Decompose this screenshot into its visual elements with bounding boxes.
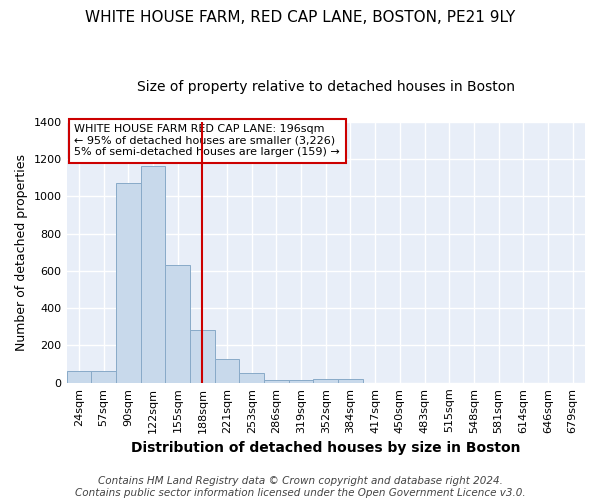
- Bar: [338, 379, 363, 383]
- Text: Contains HM Land Registry data © Crown copyright and database right 2024.
Contai: Contains HM Land Registry data © Crown c…: [74, 476, 526, 498]
- Title: Size of property relative to detached houses in Boston: Size of property relative to detached ho…: [137, 80, 515, 94]
- Bar: [313, 379, 338, 383]
- Bar: [91, 370, 116, 383]
- Bar: [190, 330, 215, 383]
- Bar: [165, 265, 190, 383]
- Bar: [264, 380, 289, 383]
- Y-axis label: Number of detached properties: Number of detached properties: [15, 154, 28, 350]
- Bar: [67, 370, 91, 383]
- Bar: [239, 374, 264, 383]
- Bar: [289, 380, 313, 383]
- Text: WHITE HOUSE FARM RED CAP LANE: 196sqm
← 95% of detached houses are smaller (3,22: WHITE HOUSE FARM RED CAP LANE: 196sqm ← …: [74, 124, 340, 158]
- X-axis label: Distribution of detached houses by size in Boston: Distribution of detached houses by size …: [131, 441, 521, 455]
- Bar: [116, 183, 140, 383]
- Text: WHITE HOUSE FARM, RED CAP LANE, BOSTON, PE21 9LY: WHITE HOUSE FARM, RED CAP LANE, BOSTON, …: [85, 10, 515, 25]
- Bar: [215, 358, 239, 383]
- Bar: [140, 166, 165, 383]
